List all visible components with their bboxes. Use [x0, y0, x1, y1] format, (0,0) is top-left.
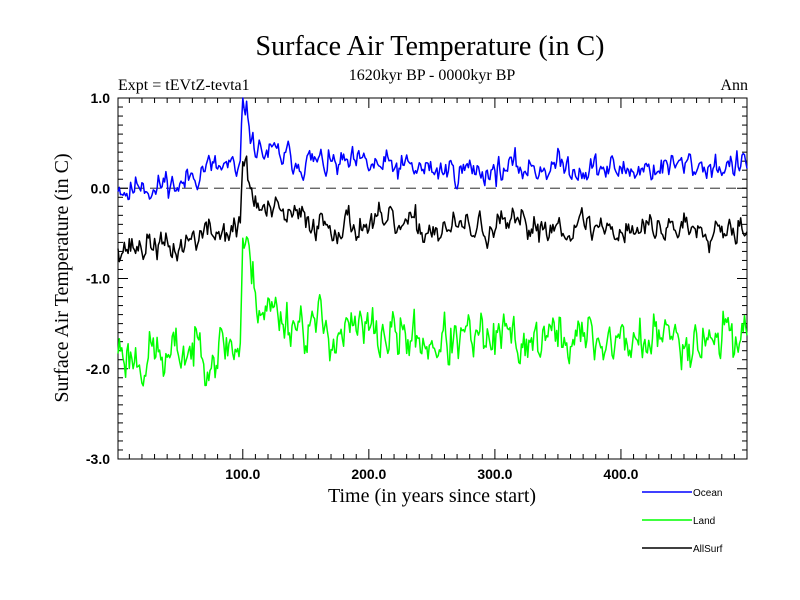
- legend-label-ocean: Ocean: [693, 488, 722, 499]
- legend-label-allsurf: AllSurf: [693, 544, 723, 555]
- y-tick-label: 1.0: [91, 90, 111, 106]
- x-tick-label: 400.0: [603, 466, 638, 482]
- series-layer: [117, 97, 748, 387]
- experiment-label: Expt = tEVtZ-tevta1: [118, 77, 250, 94]
- chart-subtitle: 1620kyr BP - 0000kyr BP: [349, 67, 516, 84]
- legend-label-land: Land: [693, 516, 715, 527]
- x-tick-label: 300.0: [477, 466, 512, 482]
- season-label: Ann: [720, 77, 748, 94]
- legend: Ocean Land AllSurf: [642, 488, 723, 555]
- series-line-land: [117, 236, 748, 387]
- y-tick-label: 0.0: [91, 180, 111, 196]
- y-tick-label: -1.0: [86, 271, 110, 287]
- plot-area: 100.0 200.0 300.0 400.0 -3.0 -2.0 -1.0 0.0 1.0: [86, 90, 748, 482]
- series-line-ocean: [117, 97, 748, 201]
- series-line-allsurf: [117, 155, 748, 263]
- plot-frame: [117, 97, 748, 460]
- x-tick-label: 100.0: [225, 466, 260, 482]
- y-axis-label: Surface Air Temperature (in C): [51, 153, 73, 402]
- y-tick-label: -2.0: [86, 361, 110, 377]
- x-tick-label: 200.0: [351, 466, 386, 482]
- y-tick-label: -3.0: [86, 451, 110, 467]
- chart-title: Surface Air Temperature (in C): [256, 31, 605, 62]
- y-axis-ticks: -3.0 -2.0 -1.0 0.0 1.0: [86, 90, 747, 467]
- x-axis-ticks: 100.0 200.0 300.0 400.0: [128, 98, 735, 482]
- x-axis-label: Time (in years since start): [328, 485, 536, 507]
